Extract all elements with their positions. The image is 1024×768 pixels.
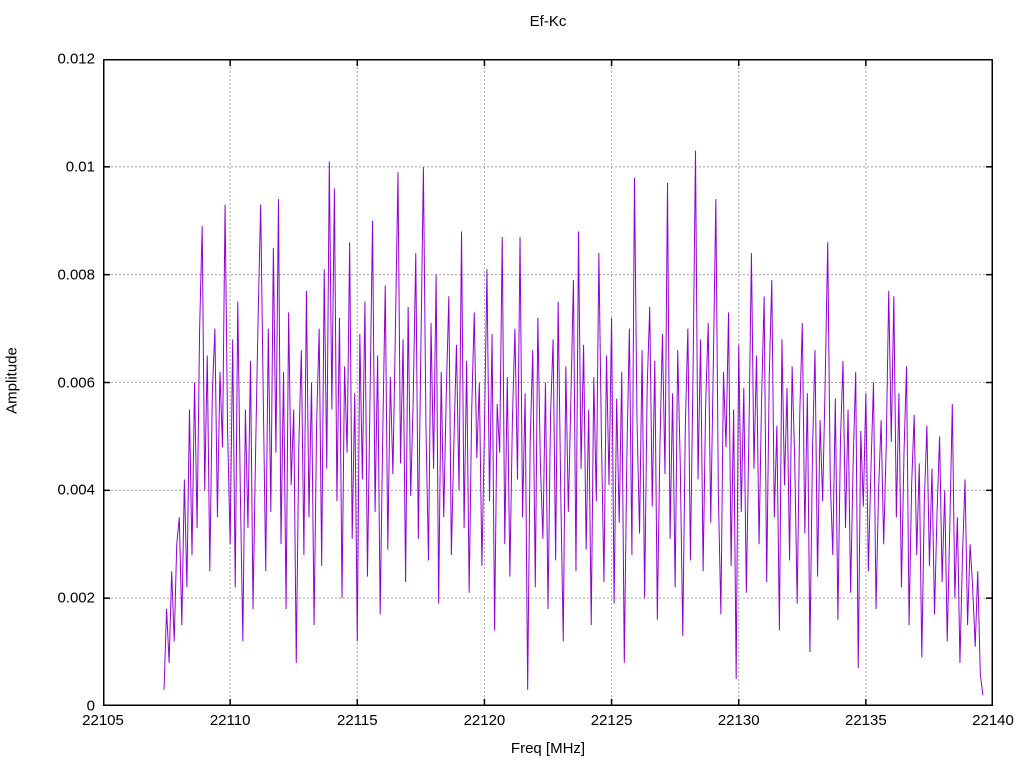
y-tick-label: 0.004 [57,481,95,499]
plot-canvas [103,59,993,706]
plot-area [103,59,993,706]
y-tick-label: 0.006 [57,374,95,391]
x-tick-label: 22105 [82,712,124,729]
x-tick-label: 22130 [717,712,760,729]
series-line [163,150,984,696]
plot-border [103,59,993,706]
y-axis-tick-labels: 0 0.002 0.004 0.006 0.008 0.01 0.012 [0,51,95,715]
x-tick-label: 22115 [336,712,378,729]
y-tick-label: 0 [86,697,95,715]
y-tick-label: 0.002 [57,589,95,607]
x-tick-label: 22125 [590,712,633,729]
y-tick-label: 0.01 [65,158,95,176]
x-tick-label: 22140 [972,712,1014,729]
y-tick-label: 0.008 [57,266,95,284]
x-axis-tick-labels: 22105 22110 22115 22120 22125 22130 22135 22140 [82,712,1014,732]
x-tick-label: 22120 [463,712,506,729]
chart-title: Ef-Kc [529,13,567,30]
y-tick-label: 0.012 [57,50,95,68]
x-axis-label: Freq [MHz] [510,740,586,757]
x-tick-label: 22135 [844,712,887,729]
x-tick-label: 22110 [209,712,251,729]
